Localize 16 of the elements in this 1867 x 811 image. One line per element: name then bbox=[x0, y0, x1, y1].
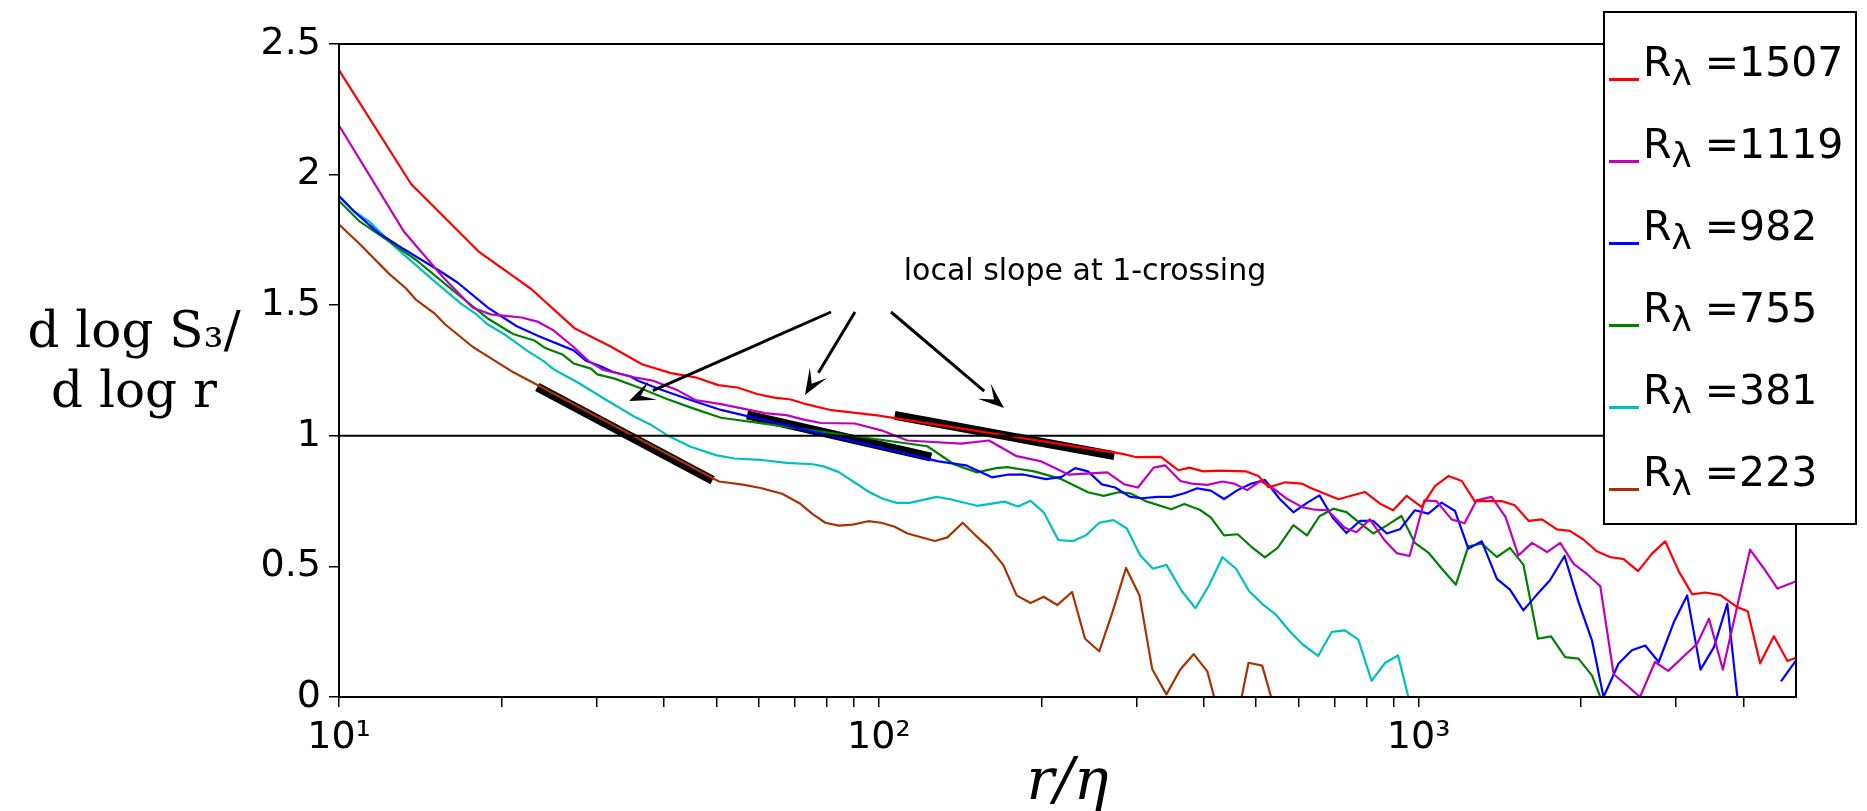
y-tick-label: 0.5 bbox=[260, 541, 321, 586]
legend-label: R$_{λ}$ =1119 bbox=[1643, 118, 1844, 177]
legend-label: R$_{λ}$ =755 bbox=[1643, 282, 1818, 341]
x-tick-label: 10² bbox=[847, 712, 911, 757]
x-tick-label: 10³ bbox=[1386, 712, 1451, 757]
legend-label: R$_{λ}$ =381 bbox=[1643, 364, 1818, 423]
y-axis-title: d log S₃/d log r bbox=[26, 300, 242, 420]
y-tick-label: 1.5 bbox=[260, 280, 321, 325]
y-tick-label: 2.5 bbox=[260, 18, 321, 63]
legend-label: R$_{λ}$ =223 bbox=[1643, 446, 1818, 505]
legend-label: R$_{λ}$ =982 bbox=[1643, 200, 1818, 259]
y-tick-label: 2 bbox=[296, 149, 321, 194]
x-axis-title: r/η bbox=[1026, 745, 1109, 811]
y-tick-label: 1 bbox=[296, 410, 321, 455]
annotation: local slope at 1-crossing bbox=[903, 251, 1267, 287]
legend-label: R$_{λ}$ =1507 bbox=[1643, 36, 1844, 95]
